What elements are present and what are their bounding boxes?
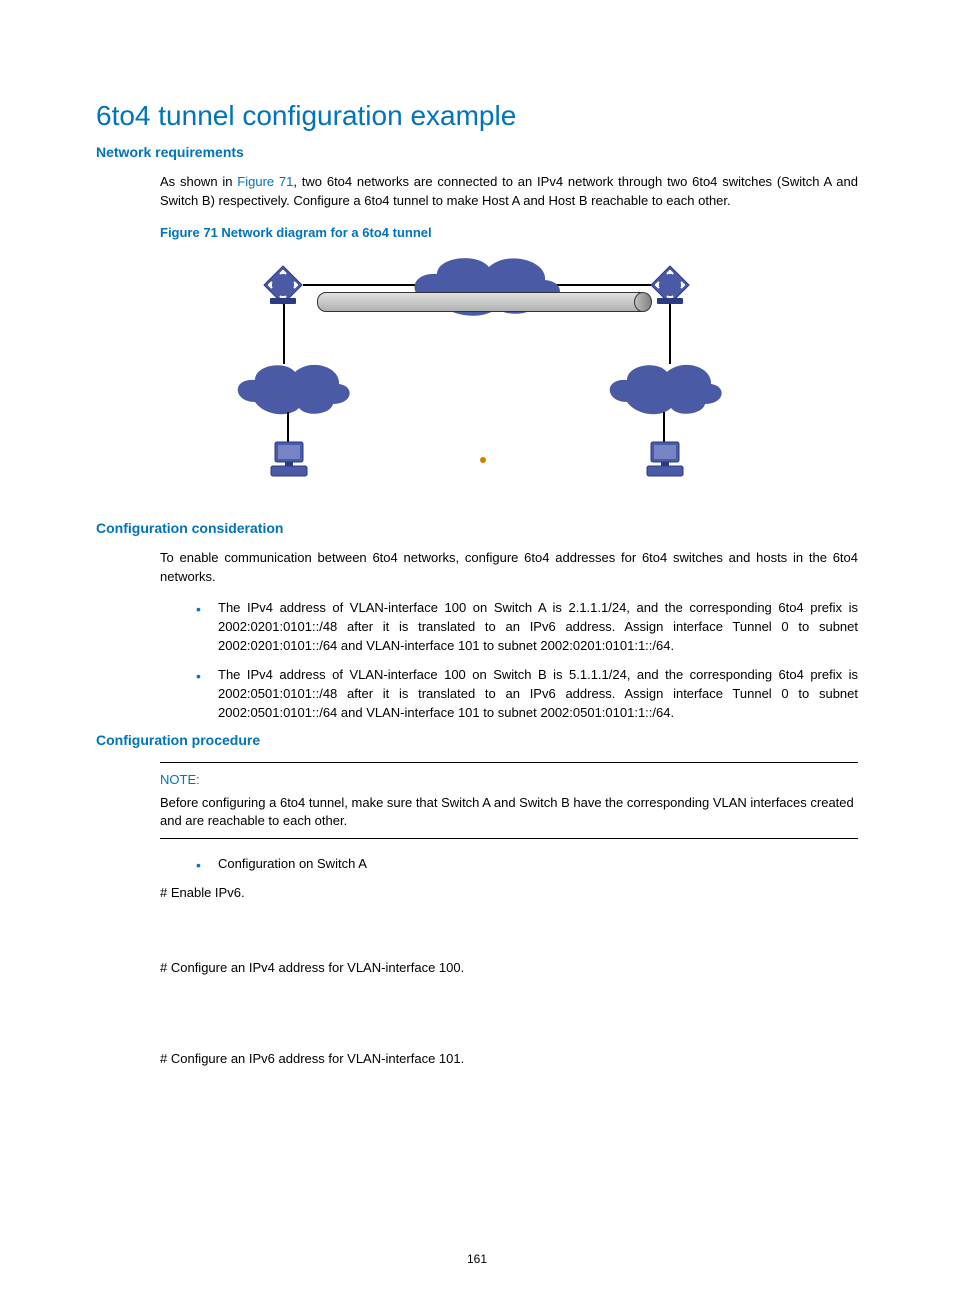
list-item: The IPv4 address of VLAN-interface 100 o… — [196, 599, 858, 656]
document-page: 6to4 tunnel configuration example Networ… — [0, 0, 954, 1296]
section-heading-procedure: Configuration procedure — [96, 732, 858, 748]
diagram-edge — [663, 412, 665, 442]
tunnel-icon — [317, 292, 649, 312]
host-a-icon — [269, 440, 309, 480]
requirements-paragraph: As shown in Figure 71, two 6to4 networks… — [160, 173, 858, 211]
cloud-icon — [225, 360, 355, 416]
list-item: The IPv4 address of VLAN-interface 100 o… — [196, 666, 858, 723]
diagram-edge — [283, 304, 285, 364]
procedure-step: # Configure an IPv4 address for VLAN-int… — [160, 959, 858, 978]
network-diagram — [207, 252, 747, 492]
list-item: Configuration on Switch A — [196, 855, 858, 874]
switch-b-icon — [649, 264, 691, 306]
diagram-edge — [669, 304, 671, 364]
procedure-bullets: Configuration on Switch A — [160, 855, 858, 874]
note-body: Before configuring a 6to4 tunnel, make s… — [160, 794, 858, 830]
cloud-icon — [597, 360, 727, 416]
diagram-edge — [287, 412, 289, 442]
consideration-bullets: The IPv4 address of VLAN-interface 100 o… — [160, 599, 858, 722]
figure-link[interactable]: Figure 71 — [237, 174, 293, 189]
figure-caption: Figure 71 Network diagram for a 6to4 tun… — [160, 225, 858, 240]
switch-a-icon — [262, 264, 304, 306]
procedure-step: # Enable IPv6. — [160, 884, 858, 903]
dot-icon — [480, 457, 486, 463]
consideration-paragraph: To enable communication between 6to4 net… — [160, 549, 858, 587]
procedure-step: # Configure an IPv6 address for VLAN-int… — [160, 1050, 858, 1069]
note-box: NOTE: Before configuring a 6to4 tunnel, … — [160, 762, 858, 839]
page-number: 161 — [0, 1252, 954, 1266]
text-run: As shown in — [160, 174, 237, 189]
page-title: 6to4 tunnel configuration example — [96, 100, 858, 132]
section-heading-consideration: Configuration consideration — [96, 520, 858, 536]
host-b-icon — [645, 440, 685, 480]
section-heading-requirements: Network requirements — [96, 144, 858, 160]
note-label: NOTE: — [160, 771, 858, 789]
